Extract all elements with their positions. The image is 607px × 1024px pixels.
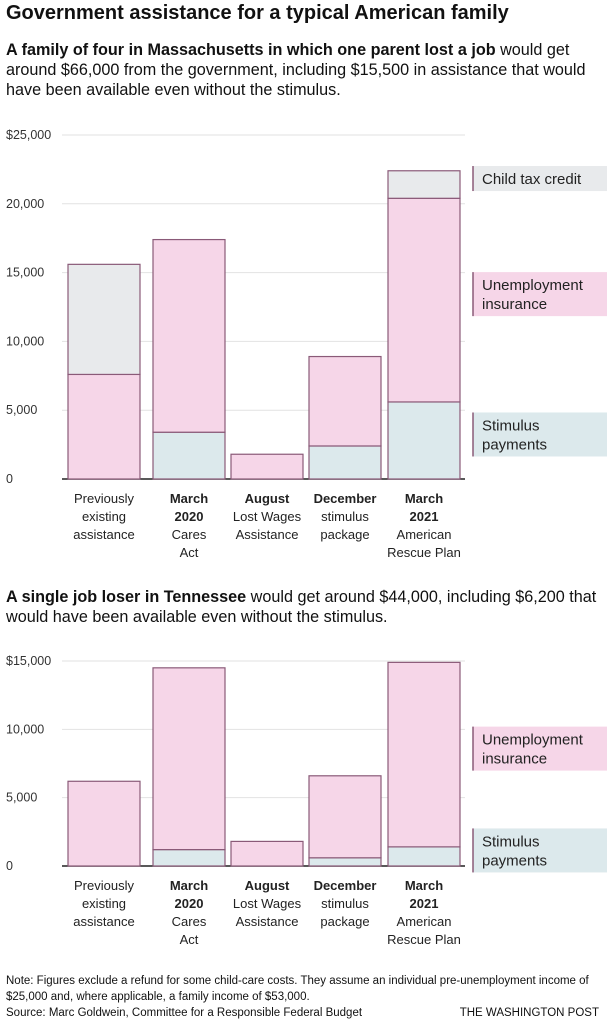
category-label: 2020: [175, 896, 204, 911]
category-label: March: [405, 491, 443, 506]
category-label: March: [405, 878, 443, 893]
bar-segment-unemployment-insurance: [67, 780, 141, 867]
category-label: Assistance: [236, 914, 299, 929]
legend-swatch: [473, 828, 607, 873]
category-label: Lost Wages: [233, 509, 302, 524]
category-label: Rescue Plan: [387, 932, 461, 947]
category-label: Cares: [172, 914, 207, 929]
bar-segment-unemployment-insurance: [387, 661, 461, 848]
y-tick-label: 5,000: [6, 791, 37, 805]
category-label: 2021: [410, 509, 439, 524]
legend-swatch: [473, 272, 607, 317]
bar-segment-stimulus-payments: [152, 431, 226, 480]
y-tick-label: 15,000: [6, 266, 44, 280]
legend-label: Stimulus: [482, 833, 540, 850]
category-label: package: [320, 914, 369, 929]
category-label: Act: [180, 545, 199, 560]
bar-segment-unemployment-insurance: [230, 840, 304, 867]
y-tick-label: $25,000: [6, 128, 51, 142]
category-label: December: [314, 491, 377, 506]
legend-swatch: [473, 726, 607, 771]
legend-label: Child tax credit: [482, 171, 582, 188]
category-label: Act: [180, 932, 199, 947]
bar-segment-stimulus-payments: [152, 849, 226, 867]
legend-label: payments: [482, 852, 547, 869]
legend-label: insurance: [482, 751, 547, 768]
footer-note: Note: Figures exclude a refund for some …: [6, 975, 589, 1003]
bar-segment-unemployment-insurance: [152, 238, 226, 433]
category-label: American: [397, 914, 452, 929]
y-tick-label: 10,000: [6, 722, 44, 736]
category-label: stimulus: [321, 509, 369, 524]
bar-segment-unemployment-insurance: [230, 453, 304, 480]
bar-segment-unemployment-insurance: [387, 197, 461, 403]
category-label: 2020: [175, 509, 204, 524]
footer-source: Source: Marc Goldwein, Committee for a R…: [6, 1007, 363, 1019]
bar-segment-stimulus-payments: [387, 846, 461, 867]
category-label: assistance: [73, 914, 134, 929]
bar-segment-unemployment-insurance: [308, 355, 382, 447]
bar-segment-stimulus-payments: [308, 445, 382, 480]
legend-label: Unemployment: [482, 732, 584, 749]
footer-credit: THE WASHINGTON POST: [459, 1007, 599, 1019]
category-label: August: [245, 878, 290, 893]
y-tick-label: 10,000: [6, 334, 44, 348]
chart-title: Government assistance for a typical Amer…: [6, 2, 509, 24]
category-label: existing: [82, 896, 126, 911]
bar-segment-unemployment-insurance: [152, 667, 226, 851]
category-label: American: [397, 527, 452, 542]
y-tick-label: 0: [6, 472, 13, 486]
chart-1-subtitle: A family of four in Massachusetts in whi…: [6, 40, 606, 100]
category-label: 2021: [410, 896, 439, 911]
category-label: package: [320, 527, 369, 542]
category-label: Cares: [172, 527, 207, 542]
category-label: Assistance: [236, 527, 299, 542]
y-tick-label: 0: [6, 859, 13, 873]
category-label: Previously: [74, 491, 134, 506]
category-label: December: [314, 878, 377, 893]
legend-label: Stimulus: [482, 417, 540, 434]
category-label: Rescue Plan: [387, 545, 461, 560]
category-label: Previously: [74, 878, 134, 893]
category-label: Lost Wages: [233, 896, 302, 911]
y-tick-label: 5,000: [6, 403, 37, 417]
y-tick-label: 20,000: [6, 197, 44, 211]
category-label: existing: [82, 509, 126, 524]
chart-1-subtitle-rest: would get around $66,000 from the govern…: [6, 41, 586, 99]
bar-segment-stimulus-payments: [387, 401, 461, 480]
category-label: March: [170, 878, 208, 893]
y-tick-label: $15,000: [6, 654, 51, 668]
chart-2-subtitle: A single job loser in Tennessee would ge…: [6, 587, 606, 627]
category-label: assistance: [73, 527, 134, 542]
bar-segment-child-tax-credit: [67, 263, 141, 376]
category-label: stimulus: [321, 896, 369, 911]
category-label: August: [245, 491, 290, 506]
legend-label: insurance: [482, 296, 547, 313]
chart-1-family-of-four: 0 5,000 10,000 15,000 20,000 $25,000 Previousl…: [6, 128, 607, 560]
bar-segment-stimulus-payments: [308, 857, 382, 867]
chart-2-subtitle-bold: A single job loser in Tennessee: [6, 588, 247, 606]
category-label: March: [170, 491, 208, 506]
bar-segment-unemployment-insurance: [67, 373, 141, 480]
legend-label: Unemployment: [482, 277, 584, 294]
chart-1-subtitle-bold: A family of four in Massachusetts in whi…: [6, 41, 496, 59]
chart-2-subtitle-rest: would get around $44,000, including $6,2…: [6, 588, 597, 626]
bar-segment-unemployment-insurance: [308, 775, 382, 859]
legend-swatch: [473, 412, 607, 457]
legend-swatch: [473, 166, 607, 192]
legend-label: payments: [482, 436, 547, 453]
chart-2-single-job-loser: 0 5,000 10,000 $15,000 Previously existing ass…: [6, 654, 607, 947]
bar-segment-child-tax-credit: [387, 170, 461, 199]
